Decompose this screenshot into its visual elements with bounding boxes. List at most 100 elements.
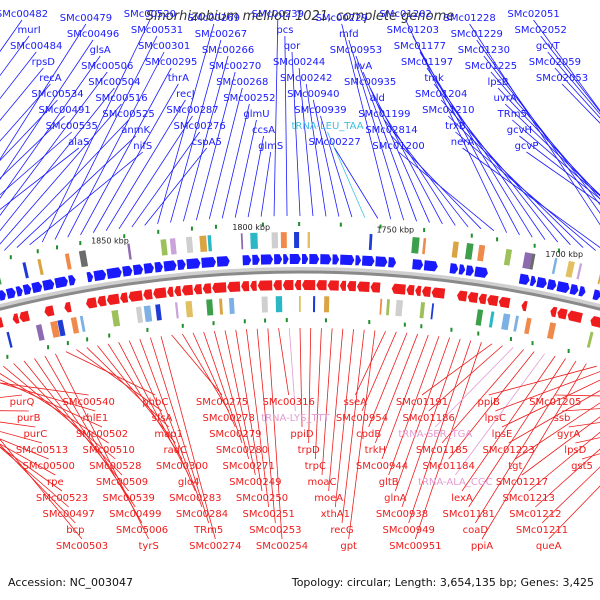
reverse-gene-arrow — [567, 310, 583, 323]
reverse-connector-line — [515, 402, 600, 460]
reverse-gene-label: trpC — [305, 461, 326, 472]
reverse-gene-label: SMc01181 — [443, 509, 495, 520]
map-title: Sinorhizobium meliloti 1021, complete ge… — [146, 9, 455, 24]
forward-cog-box — [199, 235, 208, 252]
reverse-marker — [403, 322, 406, 327]
reverse-gene-label: SMc00279 — [209, 429, 261, 440]
reverse-gene-label: rpe — [47, 477, 64, 488]
forward-gene-label: recA — [39, 73, 62, 84]
forward-marker — [214, 224, 217, 229]
forward-gene-label: SMc00227 — [308, 137, 360, 148]
forward-connector-line — [405, 19, 508, 233]
reverse-gene-label: sfsA — [152, 413, 173, 424]
forward-gene-label: SMc02051 — [507, 9, 559, 20]
reverse-marker — [181, 323, 184, 328]
reverse-gene-label: tRNA-SER_TGA — [398, 429, 472, 440]
forward-connector-line — [118, 115, 193, 230]
forward-gene-label: SMc00535 — [46, 121, 98, 132]
forward-cog-box — [78, 250, 89, 268]
forward-gene-label: SMc01228 — [443, 13, 495, 24]
reverse-connector-line — [568, 422, 600, 428]
reverse-gene-label: SMc00528 — [89, 461, 141, 472]
reverse-gene-label: SMc00523 — [36, 493, 88, 504]
forward-gene-arrow — [320, 254, 332, 265]
forward-gene-label: SMc01204 — [415, 89, 467, 100]
reverse-gene-arrow — [478, 293, 487, 305]
forward-connector-line — [260, 151, 272, 217]
forward-connector-line — [0, 87, 115, 232]
reverse-marker — [324, 318, 327, 323]
forward-gene-label: SMc00953 — [330, 45, 382, 56]
reverse-connector-line — [0, 382, 89, 396]
forward-marker — [157, 229, 160, 234]
reverse-connector-line — [441, 349, 524, 444]
forward-connector-line — [80, 67, 172, 236]
reverse-gene-label: SMc00249 — [229, 477, 281, 488]
reverse-gene-arrow — [498, 296, 511, 309]
forward-gene-arrow — [388, 257, 397, 268]
forward-connector-line — [519, 135, 600, 200]
reverse-gene-label: SMc01213 — [503, 493, 555, 504]
reverse-connector-line — [0, 421, 36, 428]
forward-marker — [533, 243, 536, 248]
forward-gene-arrow — [592, 289, 600, 301]
reverse-connector-line — [0, 446, 63, 492]
reverse-cog-box — [524, 317, 532, 335]
forward-label-connectors — [0, 19, 600, 251]
forward-connector-line — [144, 147, 208, 226]
reverse-gene-label: ssb — [554, 413, 571, 424]
reverse-cog-box — [386, 299, 390, 316]
reverse-gene-label: SMc00253 — [249, 525, 301, 536]
forward-cog-box — [368, 233, 373, 251]
reverse-connector-line — [278, 328, 290, 396]
forward-gene-label: glmU — [243, 109, 269, 120]
reverse-connector-line — [256, 328, 276, 524]
reverse-connector-line — [0, 438, 49, 460]
forward-connector-line — [433, 83, 559, 243]
forward-marker — [339, 222, 342, 227]
reverse-connector-line — [118, 341, 190, 476]
forward-gene-label: SMc00531 — [131, 25, 183, 36]
reverse-gene-label: lpsE — [492, 429, 513, 440]
forward-connector-line — [284, 35, 288, 217]
forward-cog-box — [37, 258, 44, 276]
forward-gene-arrow — [93, 269, 107, 282]
reverse-gene-label: SMc01212 — [509, 509, 561, 520]
forward-connector-line — [504, 103, 600, 196]
reverse-gene-label: purC — [23, 429, 47, 440]
reverse-connector-line — [314, 328, 322, 460]
reverse-gene-label: SMc00954 — [336, 413, 388, 424]
reverse-connector-line — [521, 416, 600, 476]
forward-gene-arrow — [449, 263, 459, 274]
forward-connector-line — [391, 135, 482, 230]
forward-connector-line — [67, 51, 165, 238]
reverse-gene-arrow — [273, 280, 282, 291]
reverse-gene-arrow — [64, 301, 72, 313]
reverse-gene-arrow — [19, 310, 30, 323]
kbp-tick-label: 1800 kbp — [232, 223, 270, 232]
reverse-gene-label: SMc01184 — [423, 461, 475, 472]
reverse-marker — [285, 318, 288, 323]
reverse-cog-box — [79, 315, 86, 333]
reverse-connector-line — [421, 343, 493, 396]
forward-gene-label: alaS — [68, 137, 89, 148]
reverse-gene-label: tyrS — [139, 541, 159, 552]
reverse-connector-line — [555, 394, 600, 397]
reverse-gene-label: lexA — [451, 493, 473, 504]
reverse-cog-box — [6, 331, 13, 348]
forward-gene-label: SMc00506 — [81, 61, 133, 72]
forward-cog-box — [240, 233, 244, 250]
forward-gene-label: SMc00244 — [273, 57, 325, 68]
reverse-connector-line — [0, 438, 83, 540]
reverse-connector-line — [3, 365, 116, 460]
forward-connector-line — [376, 103, 456, 226]
reverse-connector-line — [86, 347, 169, 428]
reverse-connector-line — [267, 328, 283, 540]
reverse-cog-box — [379, 298, 383, 315]
reverse-gene-label: SMc00284 — [176, 509, 228, 520]
forward-cog-box — [0, 277, 2, 285]
reverse-gene-label: SMc00499 — [109, 509, 161, 520]
forward-marker — [123, 234, 126, 239]
reverse-gene-label: ppiB — [477, 397, 499, 408]
forward-marker — [298, 222, 301, 227]
